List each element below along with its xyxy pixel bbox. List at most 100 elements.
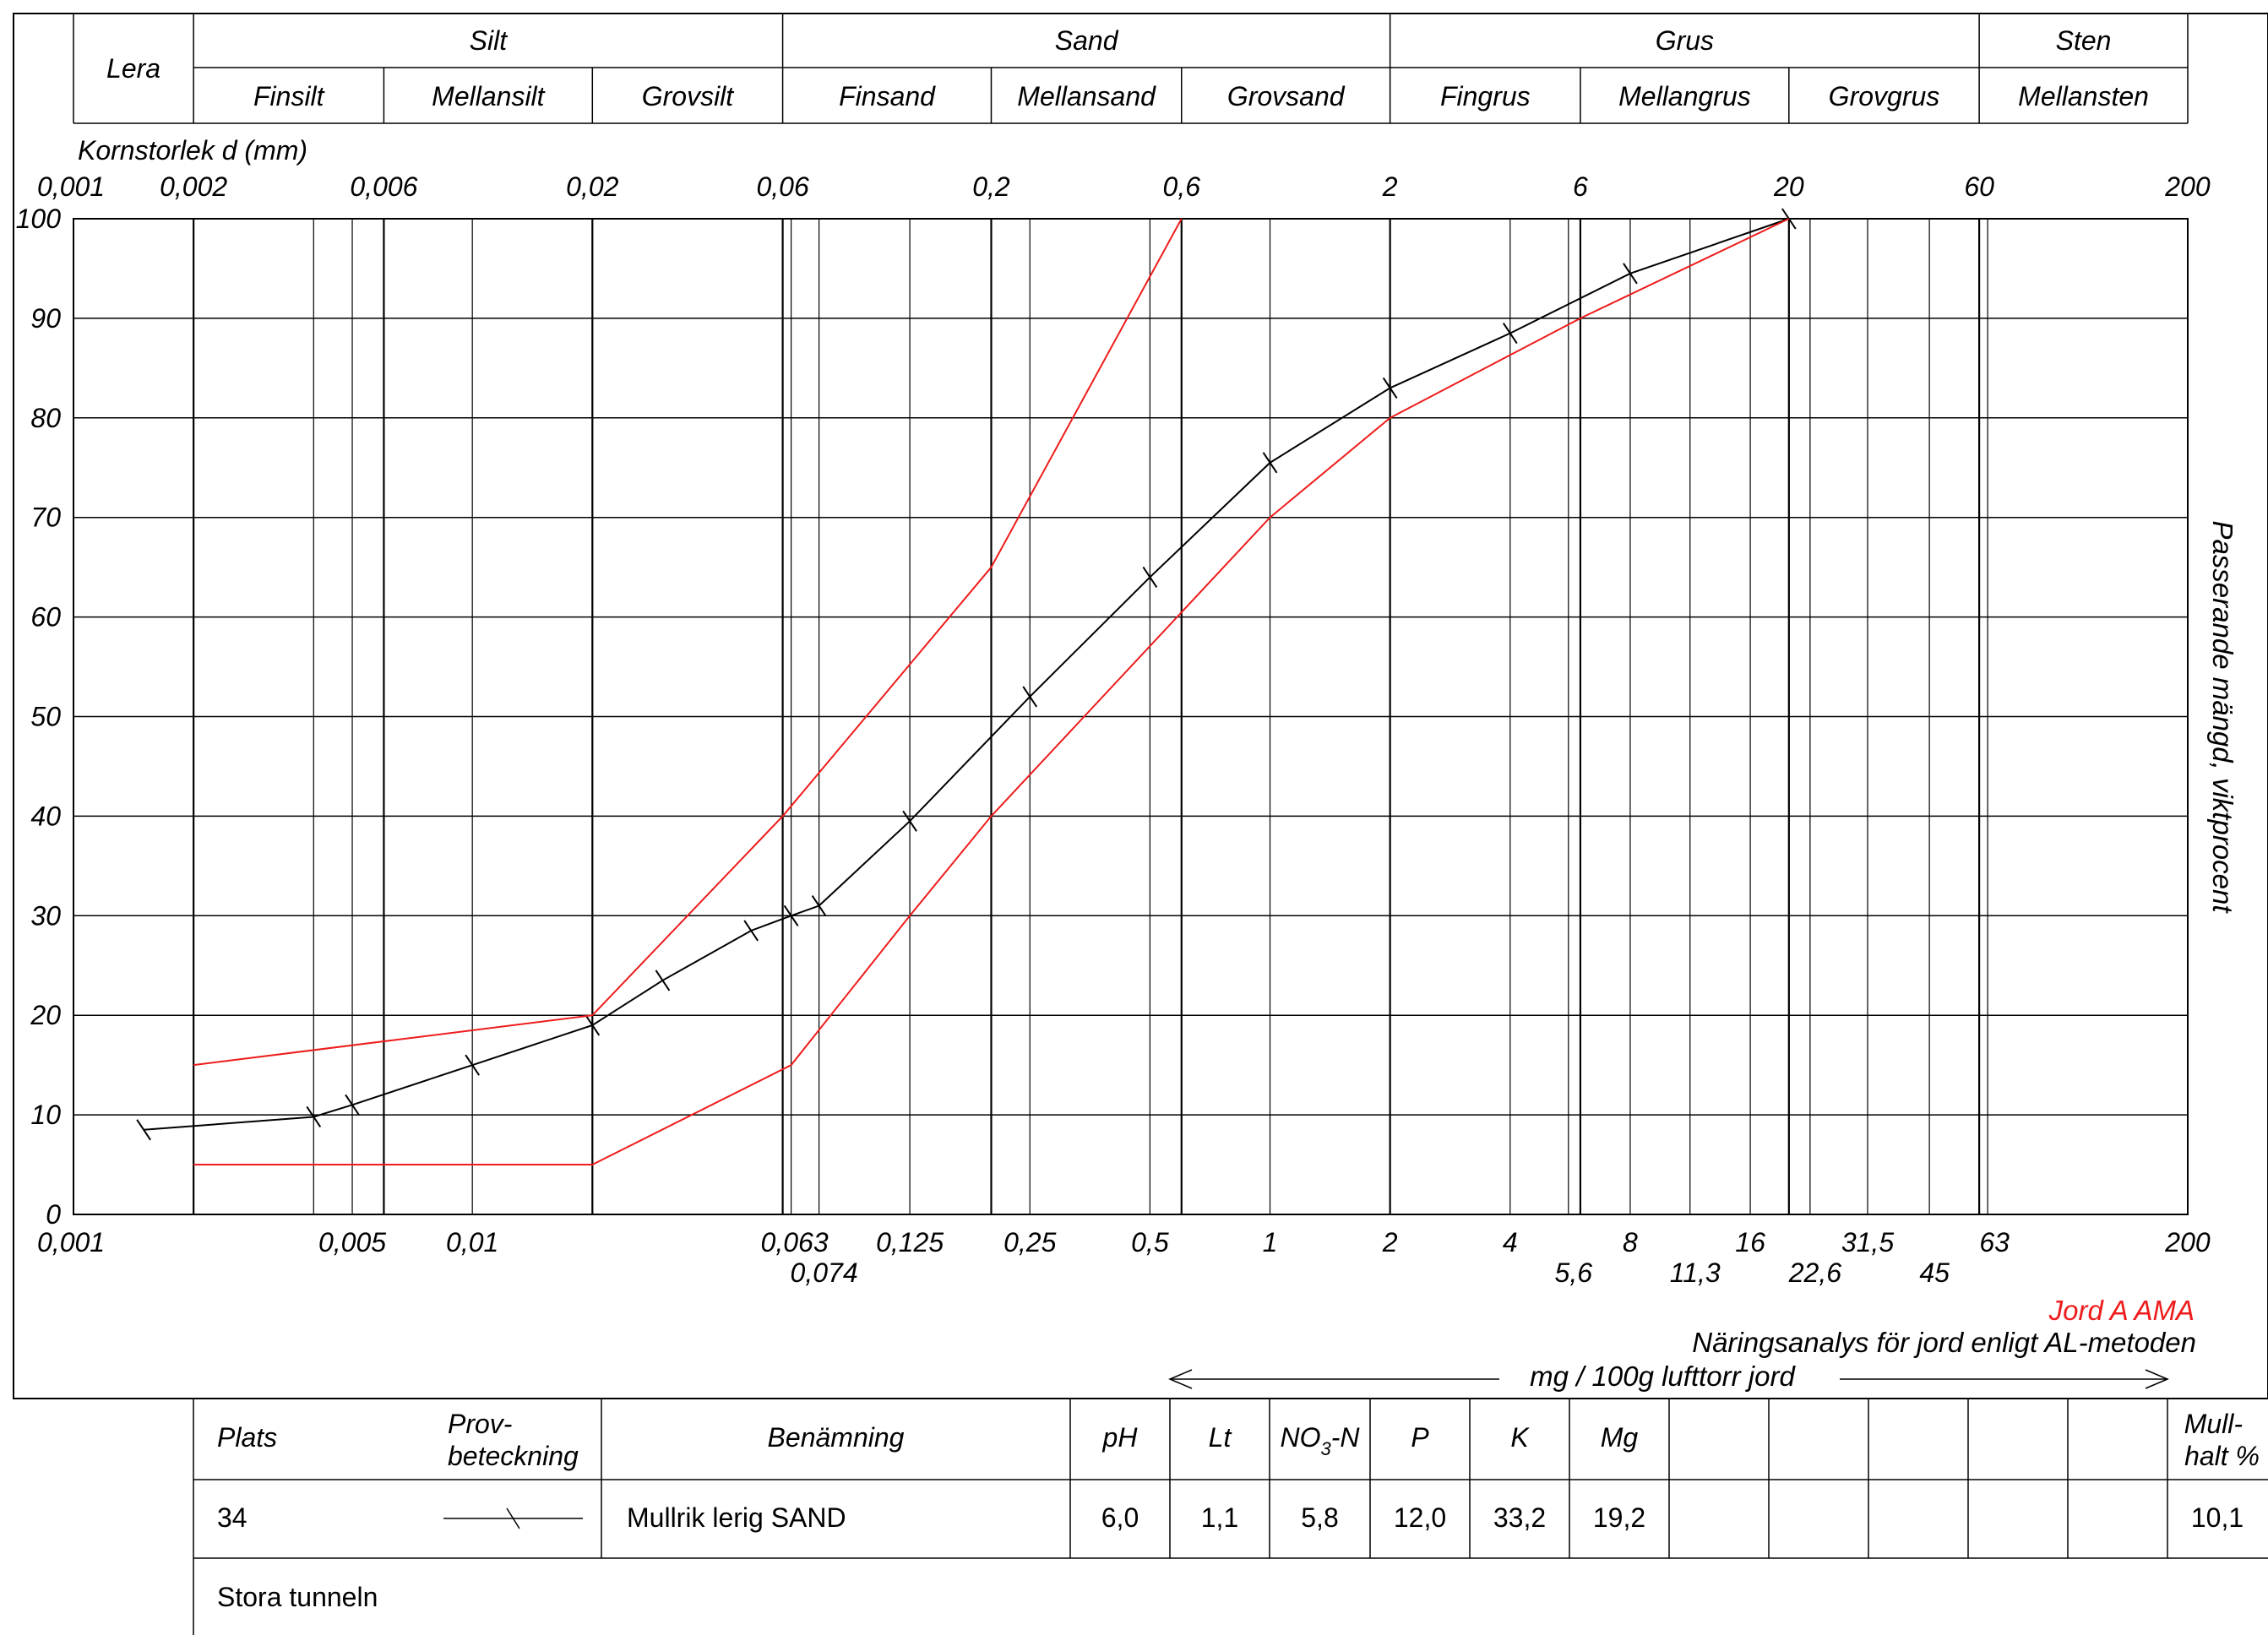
header-sub-label: Mellangrus (1618, 81, 1751, 111)
top-tick-label: 0,002 (160, 171, 227, 202)
table-cell-value: 12,0 (1394, 1502, 1446, 1533)
table-cell-benamning: Mullrik lerig SAND (627, 1502, 846, 1533)
data-point-marker (1623, 263, 1638, 285)
header-sub-label: Mellansilt (432, 81, 545, 111)
top-tick-label: 0,2 (972, 171, 1010, 202)
y-tick-label: 80 (30, 403, 61, 433)
series-line-1 (193, 218, 1183, 1067)
analysis-title: Näringsanalys för jord enligt AL-metoden (1692, 1327, 2196, 1358)
plot-frame (73, 218, 2189, 1215)
outer-frame (13, 13, 2268, 1399)
table-cell-value: 19,2 (1593, 1502, 1645, 1533)
data-point-marker (306, 1105, 322, 1128)
header-sub-label: Mellansand (1017, 81, 1156, 111)
series-line-2 (193, 218, 1790, 1166)
table-header-5: Mg (1601, 1422, 1639, 1453)
y-axis-title: Passerande mängd, viktprocent (2207, 520, 2238, 914)
series-line-0 (144, 218, 1790, 1131)
bottom-tick-label: 200 (2164, 1227, 2211, 1257)
header-sub-label: Finsilt (253, 81, 325, 111)
chart-labels: 0 10 20 30 40 50 60 70 80 90 100 Passerande mängd, … (16, 135, 2238, 1392)
top-tick-label: 60 (1964, 171, 1994, 202)
bottom-tick-label-2: 45 (1919, 1257, 1950, 1288)
data-point-marker (465, 1054, 481, 1076)
bottom-tick-label: 4 (1503, 1227, 1518, 1257)
table-header-no3: NO3-N (1280, 1422, 1360, 1459)
top-tick-label: 6 (1573, 171, 1588, 202)
table-cell-value: 1,1 (1201, 1502, 1238, 1533)
table-cell-value: 5,8 (1301, 1502, 1338, 1533)
data-point-marker (345, 1094, 360, 1116)
table-header-mull: halt % (2184, 1441, 2260, 1471)
bottom-tick-label: 2 (1382, 1227, 1398, 1257)
data-point-marker (783, 904, 799, 926)
bottom-tick-label: 8 (1623, 1227, 1638, 1257)
table-header-4: K (1510, 1422, 1530, 1453)
y-tick-label: 100 (16, 204, 62, 234)
y-tick-label: 20 (30, 1000, 61, 1030)
y-tick-label: 40 (30, 801, 61, 831)
data-point-marker (1382, 377, 1398, 399)
y-tick-label: 90 (30, 303, 61, 334)
top-tick-label: 20 (1773, 171, 1804, 202)
x-axis-title: Kornstorlek d (mm) (78, 135, 307, 166)
legend-red-label: Jord A AMA (2048, 1295, 2195, 1326)
header-lera: Lera (106, 53, 160, 84)
unit-label: mg / 100g lufttorr jord (1530, 1361, 1796, 1392)
table-header-mull: Mull- (2184, 1409, 2243, 1439)
table-header-3: P (1411, 1422, 1429, 1453)
y-tick-label: 70 (30, 502, 61, 533)
bottom-tick-label: 16 (1735, 1227, 1765, 1257)
data-point-marker (655, 970, 671, 991)
bottom-tick-label-2: 22,6 (1788, 1257, 1841, 1288)
top-tick-label: 0,006 (350, 171, 417, 202)
bottom-tick-label: 0,125 (876, 1227, 944, 1257)
data-point-marker (743, 920, 759, 942)
data-point-marker (1142, 566, 1158, 588)
bottom-tick-label: 0,001 (37, 1227, 105, 1257)
top-tick-label: 0,02 (566, 171, 618, 202)
y-tick-label: 10 (30, 1100, 61, 1130)
bottom-tick-label-2: 11,3 (1670, 1257, 1721, 1288)
header-sub-label: Mellansten (2018, 81, 2149, 111)
data-point-marker (1502, 323, 1518, 345)
unit-arrow-right-head (2145, 1369, 2169, 1389)
bottom-tick-label: 0,005 (318, 1227, 386, 1257)
bottom-tick-label: 31,5 (1841, 1227, 1894, 1257)
analysis-table: Plats Prov-beteckning Benämning pH Lt P K Mg NO3… (193, 1399, 2268, 1635)
bottom-tick-label: 0,25 (1003, 1227, 1056, 1257)
table-cell-mull: 10,1 (2191, 1502, 2244, 1533)
header-group-label: Silt (470, 25, 509, 56)
chart-frame (13, 13, 2268, 1399)
y-tick-label: 0 (46, 1199, 61, 1230)
header-sub-label: Grovsand (1227, 81, 1346, 111)
header-group-label: Sten (2056, 25, 2112, 56)
top-tick-label: 0,001 (37, 171, 105, 202)
soil-class-header: Lera Silt Finsilt Mellansilt Grovsilt Sand Fin… (73, 14, 2189, 124)
legend-sample-marker (506, 1507, 520, 1529)
data-point-marker (136, 1119, 151, 1141)
bottom-tick-label-2: 0,074 (791, 1257, 858, 1288)
data-point-marker (585, 1014, 601, 1036)
top-tick-label: 200 (2164, 171, 2211, 202)
bottom-tick-label: 0,063 (761, 1227, 829, 1257)
table-header-1: Lt (1209, 1422, 1232, 1453)
data-point-marker (1262, 452, 1278, 474)
data-point-marker (1022, 686, 1038, 708)
header-sub-label: Grovgrus (1829, 81, 1940, 111)
bottom-tick-label-2: 5,6 (1555, 1257, 1593, 1288)
table-header-prov: Prov- (448, 1409, 512, 1439)
bottom-tick-label: 0,01 (446, 1227, 498, 1257)
header-sub-label: Finsand (839, 81, 936, 111)
table-header-0: pH (1102, 1422, 1139, 1453)
y-tick-label: 50 (30, 702, 61, 732)
data-point-marker (902, 810, 917, 832)
table-cell-value: 6,0 (1101, 1502, 1139, 1533)
top-tick-label: 0,6 (1163, 171, 1201, 202)
bottom-tick-label: 63 (1979, 1227, 2010, 1257)
bottom-tick-label: 1 (1263, 1227, 1278, 1257)
header-sub-label: Grovsilt (642, 81, 735, 111)
unit-arrow-left-head (1168, 1369, 1193, 1389)
table-header-prov: beteckning (448, 1441, 579, 1471)
